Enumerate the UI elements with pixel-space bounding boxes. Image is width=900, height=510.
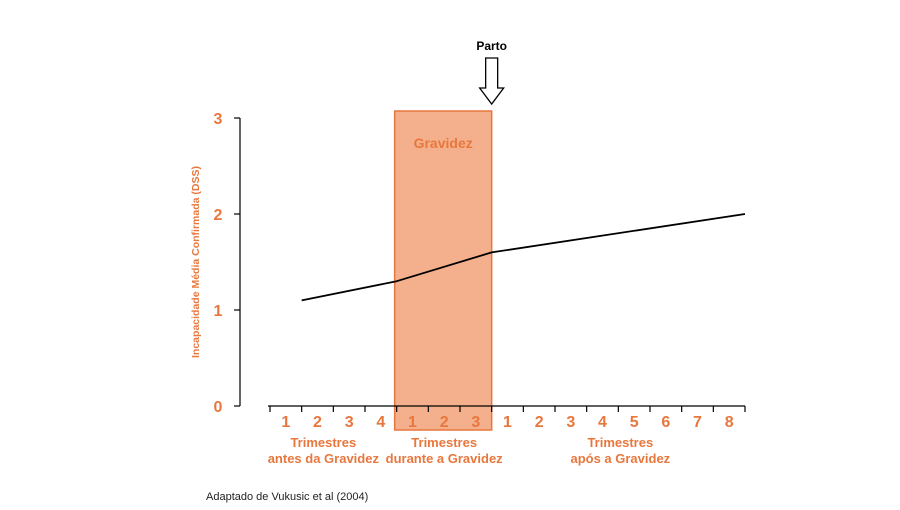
x-group-label-line1: Trimestres: [411, 435, 477, 450]
x-tick-label: 3: [566, 414, 575, 431]
x-group-label-line1: Trimestres: [290, 435, 356, 450]
down-arrow-icon: [478, 57, 505, 106]
x-tick-label: 1: [408, 414, 417, 431]
x-group-label-line2: durante a Gravidez: [386, 451, 504, 466]
x-tick-label: 6: [661, 414, 670, 431]
pregnancy-band: [393, 110, 493, 431]
x-group-label-line1: Trimestres: [587, 435, 653, 450]
x-tick-label: 1: [503, 414, 512, 431]
x-tick-label: 4: [376, 414, 385, 431]
y-tick-label: 3: [214, 111, 223, 128]
x-tick-label: 7: [693, 414, 702, 431]
y-tick-label: 0: [214, 399, 223, 416]
x-tick-label: 2: [313, 414, 322, 431]
pregnancy-band-label: Gravidez: [414, 135, 473, 151]
y-axis-title: Incapacidade Média Confirmada (DSS): [190, 166, 202, 358]
x-group-label-line2: antes da Gravidez: [268, 451, 380, 466]
x-tick-label: 4: [598, 414, 607, 431]
x-tick-label: 2: [440, 414, 449, 431]
x-tick-label: 2: [535, 414, 544, 431]
x-tick-label: 3: [345, 414, 354, 431]
x-group-label-line2: após a Gravidez: [570, 451, 670, 466]
parto-label: Parto: [476, 39, 507, 53]
x-tick-label: 3: [471, 414, 480, 431]
source-note: Adaptado de Vukusic et al (2004): [206, 491, 369, 503]
x-tick-label: 1: [281, 414, 290, 431]
series-line: [301, 213, 746, 302]
y-tick-label: 1: [214, 303, 223, 320]
y-tick-label: 2: [214, 207, 223, 224]
x-tick-label: 8: [725, 414, 734, 431]
x-tick-label: 5: [630, 414, 639, 431]
